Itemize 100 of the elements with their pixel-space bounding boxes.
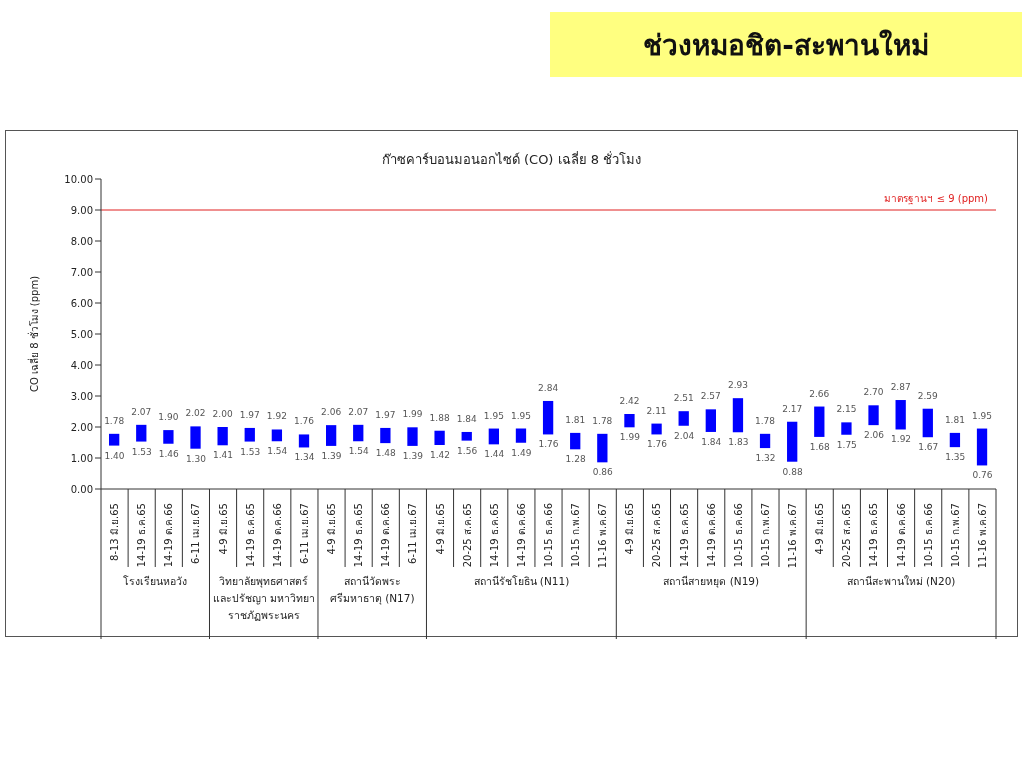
text: วิทยาลัยพุทธศาสตร์ และปรัชญา มหาวิทยาราชภัฏพระนคร [211, 574, 316, 623]
annotation: 1.39 [321, 450, 342, 461]
text: โรงเรียนหอวัง [122, 574, 189, 589]
data-label: 2.57 [700, 391, 721, 402]
annotation: 1.84 [701, 436, 722, 447]
x-tick-label: 14-19 ต.ค.66 [895, 503, 907, 568]
bar [732, 398, 744, 433]
x-tick-label: 10-15 ก.พ.67 [949, 503, 961, 568]
x-tick-label: 10-15 ธ.ค.66 [543, 503, 554, 568]
data-label: 1.97 [239, 409, 260, 420]
data-label: 2.17 [782, 403, 803, 414]
x-tick-label: 14-19 ต.ค.66 [380, 503, 392, 568]
data-label: 1.99 [402, 409, 423, 420]
bar [678, 411, 689, 426]
data-label: 1.78 [104, 415, 125, 426]
data-label: 1.78 [592, 415, 613, 426]
annotation: 1.34 [294, 452, 315, 463]
data-label: 2.66 [809, 388, 830, 399]
y-tick-label: 6.00 [70, 297, 93, 309]
x-tick-label: 11-16 พ.ค.67 [976, 503, 988, 569]
annotation: 1.30 [185, 453, 207, 464]
data-label: 2.07 [348, 406, 369, 417]
bar [461, 431, 472, 441]
data-label: 2.00 [212, 409, 233, 419]
bar [949, 432, 961, 448]
x-tick-label: 14-19 ธ.ค.65 [244, 503, 256, 568]
x-tick-label: 14-19 ต.ค.66 [705, 503, 717, 568]
x-tick-label: 11-16 พ.ค.67 [787, 503, 799, 569]
bar [217, 427, 228, 446]
data-label: 2.02 [185, 408, 206, 419]
bar [841, 422, 852, 435]
bar [353, 424, 364, 442]
bar [271, 429, 283, 442]
bar [163, 430, 174, 444]
x-tick-label: 14-19 ธ.ค.65 [488, 503, 500, 568]
x-tick-label: 4-9 มิ.ย.65 [624, 503, 636, 555]
x-tick-label: 4-9 มิ.ย.65 [217, 503, 229, 555]
bar [976, 428, 988, 466]
annotation: 1.46 [158, 448, 180, 459]
annotation: 1.53 [240, 446, 261, 457]
bar [515, 428, 527, 443]
bar [597, 433, 608, 463]
annotation: 1.42 [429, 449, 451, 460]
annotation: 1.40 [104, 450, 125, 461]
bar [570, 432, 581, 450]
annotation: 1.54 [267, 446, 288, 457]
x-tick-label: 14-19 ธ.ค.65 [678, 503, 690, 568]
bar [542, 400, 554, 435]
data-label: 1.95 [972, 410, 993, 421]
data-label: 1.95 [483, 410, 504, 421]
bar [380, 427, 391, 444]
data-label: 1.78 [755, 415, 776, 426]
annotation: 1.99 [619, 432, 641, 443]
data-label: 2.59 [917, 390, 939, 401]
text: สถานีรัชโยธิน (N11) [472, 574, 571, 589]
x-tick-label: 10-15 ธ.ค.66 [922, 503, 934, 568]
annotation: 0.88 [782, 466, 803, 477]
data-label: 1.92 [266, 411, 287, 422]
x-tick-label: 14-19 ธ.ค.65 [353, 503, 365, 568]
bar [298, 434, 310, 448]
x-tick-label: 20-25 ส.ค.65 [841, 503, 853, 568]
x-tick-label: 14-19 ต.ค.66 [271, 503, 283, 568]
data-label: 2.87 [890, 382, 911, 393]
annotation: 1.67 [918, 442, 939, 453]
data-label: 2.93 [727, 380, 748, 391]
y-tick-label: 7.00 [70, 266, 93, 278]
bar [325, 425, 337, 446]
x-tick-label: 20-25 ส.ค.65 [461, 503, 473, 568]
annotation: 1.48 [375, 448, 397, 459]
data-label: 1.84 [456, 413, 478, 424]
annotation: 1.53 [131, 446, 152, 457]
annotation: 2.06 [863, 430, 885, 441]
bar [190, 426, 201, 449]
bar [407, 427, 418, 446]
data-label: 2.11 [646, 405, 667, 416]
data-label: 1.88 [429, 412, 450, 423]
text: สถานีสายหยุด (N19) [662, 574, 761, 590]
x-tick-label: 20-25 ส.ค.65 [651, 503, 663, 568]
data-label: 1.90 [158, 412, 179, 423]
chart-subtitle: ก๊าซคาร์บอนมอนอกไซด์ (CO) เฉลี่ย 8 ชั่วโมง [380, 150, 643, 169]
x-tick-label: 4-9 มิ.ย.65 [326, 503, 338, 555]
bar [705, 409, 716, 432]
annotation: 2.04 [674, 430, 695, 441]
data-label: 1.76 [293, 416, 315, 427]
annotation: 0.76 [972, 470, 993, 481]
x-tick-label: 4-9 มิ.ย.65 [434, 503, 446, 555]
annotation: 1.28 [565, 454, 586, 465]
x-tick-label: 14-19 ต.ค.66 [163, 503, 175, 568]
x-tick-label: 10-15 ก.พ.67 [759, 503, 771, 568]
ref-line-label: มาตรฐานฯ ≤ 9 (ppm) [884, 193, 989, 205]
x-tick-label: 10-15 ธ.ค.66 [732, 503, 744, 568]
data-label: 1.81 [944, 414, 965, 425]
annotation: 1.39 [402, 450, 424, 461]
data-label: 1.81 [565, 414, 586, 425]
bar [759, 433, 771, 449]
annotation: 1.41 [213, 450, 234, 461]
annotation: 1.92 [891, 434, 912, 445]
data-label: 2.15 [836, 404, 857, 415]
bar [136, 424, 147, 442]
data-label: 2.70 [863, 387, 884, 398]
